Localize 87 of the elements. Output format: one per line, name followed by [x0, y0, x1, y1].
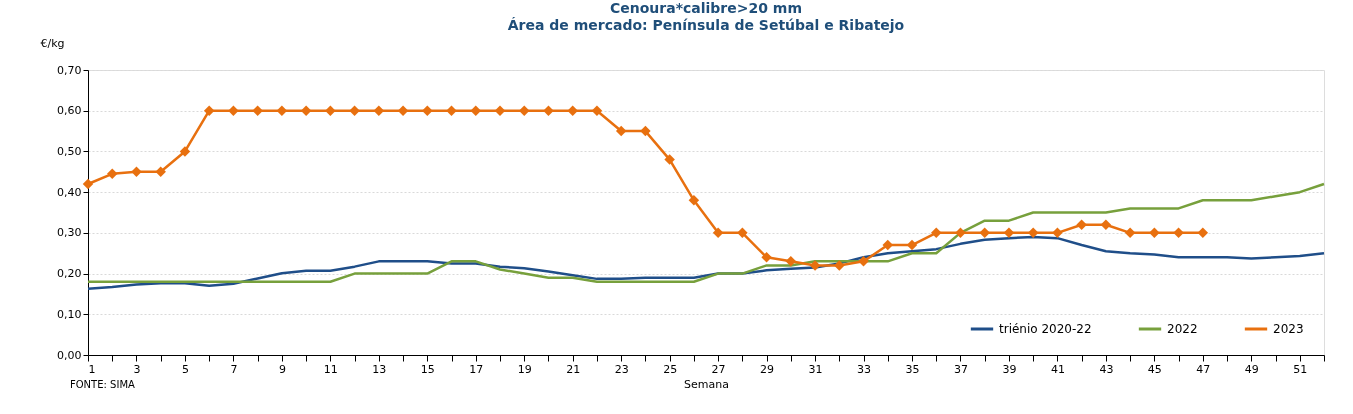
point: [1003, 227, 1015, 239]
y-tick-label: 0,20: [57, 267, 82, 281]
x-tick-label: 47: [1196, 362, 1211, 376]
y-tick-label: 0,50: [57, 144, 82, 158]
x-tick-label: 31: [808, 362, 823, 376]
point: [979, 227, 990, 239]
point: [106, 168, 118, 180]
x-tick-label: 21: [566, 362, 581, 376]
point: [179, 146, 191, 157]
chart-title: Cenoura*calibre>20 mm: [609, 0, 803, 16]
x-tick-label: 9: [278, 362, 286, 376]
point: [1100, 219, 1112, 230]
point: [737, 227, 748, 239]
point: [615, 125, 627, 137]
point: [1076, 219, 1087, 230]
x-tick-label: 37: [953, 362, 968, 376]
chart-subtitle: Área de mercado: Península de Setúbal e Ribatejo: [507, 17, 905, 33]
x-axis-title: Semana: [684, 377, 729, 391]
x-tick-label: 23: [614, 362, 629, 376]
x-tick-label: 27: [711, 362, 726, 376]
point: [276, 105, 288, 116]
x-tick-label: 25: [663, 362, 678, 376]
point: [906, 239, 918, 251]
point: [397, 105, 409, 116]
point: [131, 166, 142, 178]
point: [1052, 227, 1063, 239]
x-tick-label: 35: [905, 362, 920, 376]
legend-label: triénio 2020-22: [999, 322, 1092, 336]
legend-label: 2023: [1273, 322, 1304, 336]
x-tick-label: 39: [1002, 362, 1017, 376]
line-series: [86, 182, 1326, 283]
point: [203, 105, 215, 116]
point: [373, 105, 385, 116]
point: [155, 166, 166, 178]
x-tick-label: 49: [1244, 362, 1259, 376]
x-tick-label: 15: [420, 362, 435, 376]
point: [300, 105, 312, 116]
x-tick-label: 43: [1099, 362, 1114, 376]
point: [422, 105, 433, 116]
point: [930, 227, 942, 239]
x-tick-label: 45: [1147, 362, 1162, 376]
point: [494, 105, 506, 116]
point: [567, 105, 578, 116]
x-tick-label: 29: [760, 362, 775, 376]
x-tick-label: 11: [323, 362, 338, 376]
point: [252, 105, 263, 116]
point: [446, 105, 457, 116]
point: [543, 105, 554, 116]
x-tick-label: 19: [517, 362, 532, 376]
y-tick-label: 0,30: [57, 226, 82, 240]
x-tick-label: 17: [469, 362, 484, 376]
point: [1027, 227, 1039, 239]
x-tick-label: 3: [133, 362, 141, 376]
point: [591, 105, 603, 116]
point: [640, 125, 651, 137]
y-tick-label: 0,40: [57, 185, 82, 199]
point: [349, 105, 360, 116]
point: [785, 256, 797, 267]
x-tick-label: 7: [230, 362, 238, 376]
y-tick-label: 0,10: [57, 307, 82, 321]
y-tick-label: 0,70: [57, 63, 82, 77]
x-tick-label: 13: [372, 362, 387, 376]
y-axis-title: €/kg: [40, 36, 65, 50]
point: [325, 105, 336, 116]
x-tick-label: 5: [181, 362, 189, 376]
x-tick-label: 1: [88, 362, 96, 376]
x-tick-label: 41: [1050, 362, 1065, 376]
y-tick-label: 0,00: [57, 348, 82, 362]
legend-label: 2022: [1167, 322, 1198, 336]
point: [712, 227, 724, 239]
point: [858, 256, 869, 267]
point: [761, 252, 772, 263]
point: [809, 260, 821, 271]
point: [1149, 227, 1160, 239]
point: [228, 105, 239, 116]
point: [1197, 227, 1209, 239]
source-note: FONTE: SIMA: [70, 379, 135, 390]
point: [82, 178, 94, 190]
y-tick-label: 0,60: [57, 104, 82, 118]
x-tick-label: 51: [1293, 362, 1308, 376]
x-tick-label: 33: [857, 362, 872, 376]
point: [1173, 227, 1184, 239]
point: [1124, 227, 1136, 239]
point: [955, 227, 966, 239]
point: [688, 195, 700, 206]
point: [664, 154, 675, 165]
point: [834, 260, 845, 271]
